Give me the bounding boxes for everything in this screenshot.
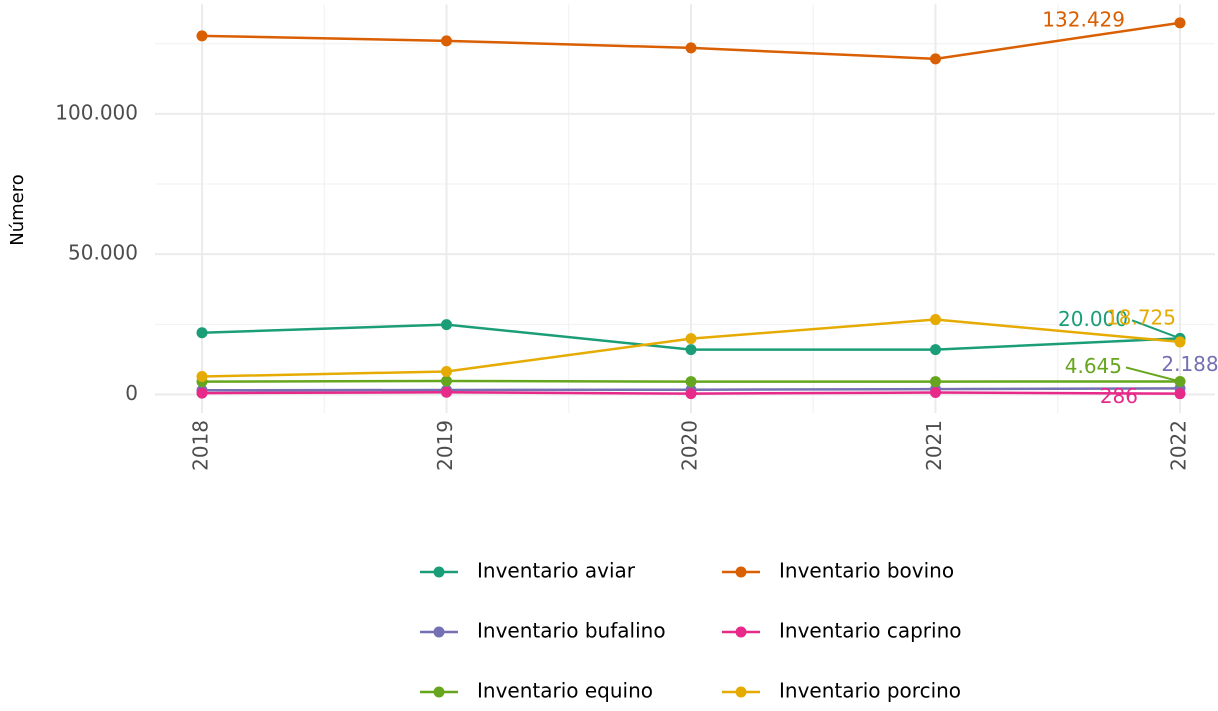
- data-point: [685, 333, 697, 345]
- legend-key-point: [735, 566, 747, 578]
- x-tick-label: 2019: [433, 420, 457, 471]
- x-tick-label: 2021: [922, 420, 946, 471]
- data-point: [1174, 388, 1186, 400]
- legend-key-point: [735, 686, 747, 698]
- data-point: [196, 371, 208, 383]
- data-point: [196, 327, 208, 339]
- legend-label: Inventario caprino: [779, 619, 962, 643]
- data-point: [930, 53, 941, 65]
- data-label: 286: [1100, 384, 1138, 408]
- legend-label: Inventario porcino: [779, 679, 961, 703]
- data-point: [441, 319, 452, 331]
- legend-label: Inventario bufalino: [477, 619, 666, 643]
- label-leader: [1131, 319, 1181, 340]
- data-point: [196, 387, 208, 399]
- data-point: [685, 376, 697, 388]
- data-point: [930, 344, 941, 356]
- legend-label: Inventario aviar: [477, 559, 636, 583]
- data-label: 20.000: [1058, 307, 1128, 331]
- y-axis-title: Número: [7, 174, 28, 246]
- legend-key-point: [735, 626, 747, 638]
- data-point: [1174, 17, 1186, 29]
- data-point: [930, 387, 941, 399]
- data-label: 18.725: [1106, 305, 1176, 329]
- data-point: [441, 365, 452, 377]
- y-tick-label: 100.000: [55, 100, 138, 124]
- x-tick-label: 2018: [189, 420, 213, 471]
- data-label: 4.645: [1065, 354, 1122, 378]
- legend-key-point: [433, 626, 445, 638]
- data-point: [1174, 336, 1186, 348]
- data-point: [441, 35, 452, 47]
- data-point: [441, 375, 452, 387]
- x-tick-label: 2022: [1167, 420, 1191, 471]
- y-tick-label: 0: [125, 381, 138, 405]
- data-point: [685, 344, 697, 356]
- legend-label: Inventario equino: [477, 679, 653, 703]
- data-label: 2.188: [1161, 352, 1218, 376]
- data-point: [196, 30, 208, 42]
- legend-key-point: [433, 566, 445, 578]
- data-point: [685, 388, 697, 400]
- x-tick-label: 2020: [678, 420, 702, 471]
- data-label: 132.429: [1042, 7, 1125, 31]
- legend-label: Inventario bovino: [779, 559, 954, 583]
- y-tick-label: 50.000: [68, 241, 138, 265]
- data-point: [930, 376, 941, 388]
- legend-key-point: [433, 686, 445, 698]
- label-leader: [1125, 366, 1181, 383]
- data-point: [685, 42, 697, 54]
- data-point: [441, 386, 452, 398]
- data-point: [930, 314, 941, 326]
